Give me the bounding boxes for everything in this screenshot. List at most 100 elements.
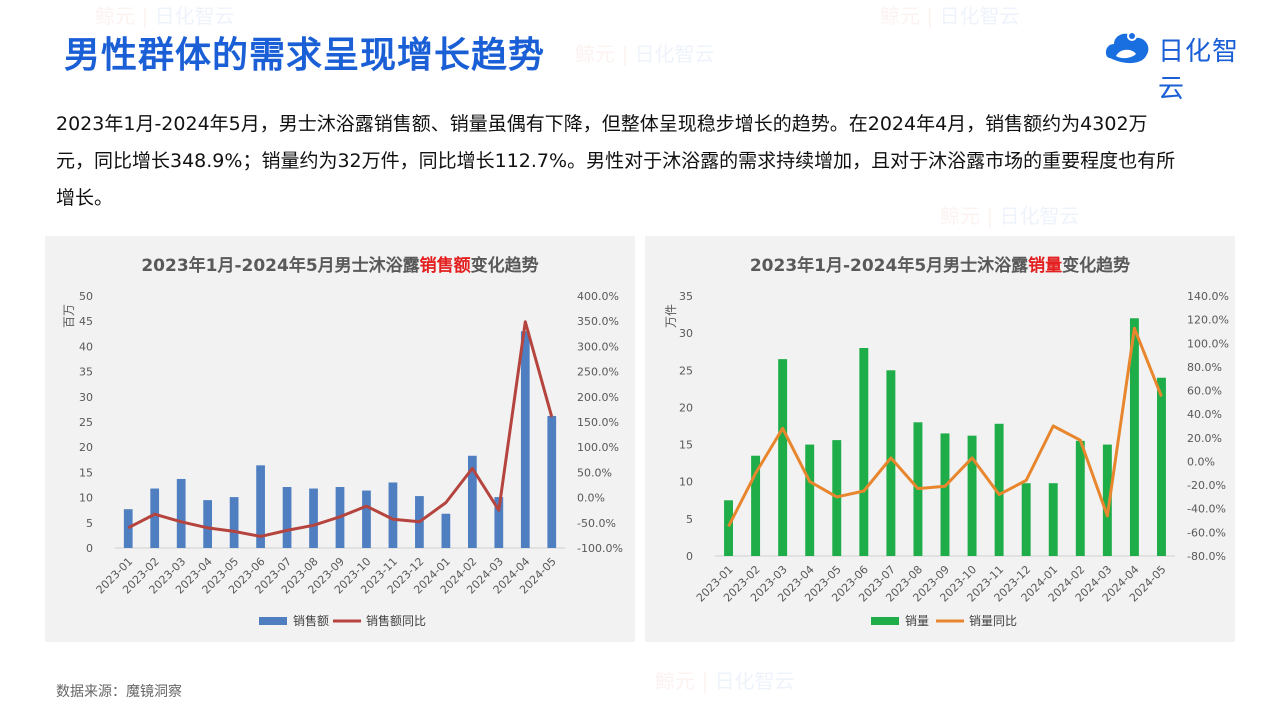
y2-tick-label: 400.0% (577, 290, 619, 303)
y-tick-label: 35 (79, 366, 93, 379)
y2-tick-label: 20.0% (1187, 432, 1222, 445)
bar (1075, 440, 1085, 556)
bar (859, 348, 869, 556)
y-tick-label: 5 (686, 513, 693, 526)
legend-label: 销量 (905, 614, 929, 628)
y-tick-label: 20 (79, 441, 93, 454)
bar (778, 359, 788, 556)
brand-logo: 日化智云 (1102, 22, 1252, 104)
bar (203, 500, 213, 548)
chart-title-part: 销量 (1028, 255, 1062, 276)
y2-tick-label: 250.0% (577, 366, 619, 379)
bar (1102, 444, 1112, 556)
sales-chart-panel: 2023年1月-2024年5月男士沐浴露销售额变化趋势百万 0 5 10 15 20 25 3… (45, 236, 635, 642)
y-tick-label: 25 (79, 416, 93, 429)
bar (441, 513, 451, 548)
watermark-text: 日化智云 (714, 669, 795, 693)
chart-title: 2023年1月-2024年5月男士沐浴露销售额变化趋势 (141, 255, 538, 276)
bar (150, 488, 160, 548)
y2-tick-label: 140.0% (1187, 290, 1229, 303)
y-tick-label: 0 (86, 542, 93, 555)
bar (1048, 483, 1058, 556)
volume-chart: 2023年1月-2024年5月男士沐浴露销量变化趋势万件051015202530… (664, 255, 1229, 628)
y2-tick-label: 40.0% (1187, 408, 1222, 421)
y2-tick-label: 350.0% (577, 315, 619, 328)
y2-tick-label: 60.0% (1187, 385, 1222, 398)
y-axis-label: 百万 (62, 304, 76, 328)
y-tick-label: 45 (79, 315, 93, 328)
y2-tick-label: -50.0% (577, 517, 616, 530)
bar (309, 488, 318, 548)
y2-tick-label: 80.0% (1187, 361, 1222, 374)
y2-tick-label: -60.0% (1187, 526, 1226, 539)
bar (388, 482, 398, 548)
bar (967, 435, 977, 556)
bar (994, 423, 1004, 556)
chart-title-part: 2023年1月-2024年5月男士沐浴露 (141, 255, 420, 276)
bar (805, 444, 815, 556)
y-tick-label: 30 (79, 391, 93, 404)
watermark-text: 鲸元 (95, 4, 135, 28)
bar (1157, 377, 1166, 556)
watermark-text: 鲸元 (575, 42, 615, 66)
y-tick-label: 5 (86, 517, 93, 530)
bar (547, 415, 557, 548)
y2-tick-label: 300.0% (577, 340, 619, 353)
watermark: 鲸元 | 日化智云 (95, 4, 235, 28)
bar (1129, 318, 1139, 556)
bar (886, 370, 896, 556)
bar (282, 487, 292, 548)
data-source-note: 数据来源：魔镜洞察 (56, 684, 182, 700)
page-title: 男性群体的需求呈现增长趋势 (64, 35, 546, 76)
y-tick-label: 25 (679, 364, 693, 377)
bar (362, 490, 371, 548)
yoy-line (727, 326, 1163, 528)
bar (751, 455, 761, 556)
y2-tick-label: 120.0% (1187, 314, 1229, 327)
yoy-line (127, 320, 554, 538)
chart-title-part: 2023年1月-2024年5月男士沐浴露 (750, 255, 1029, 276)
watermark: 鲸元 | 日化智云 (575, 42, 715, 66)
y2-tick-label: -100.0% (577, 542, 623, 555)
y-axis-label: 万件 (664, 304, 678, 328)
bar (176, 478, 186, 548)
legend-bar-swatch (871, 617, 899, 625)
y2-tick-label: 200.0% (577, 391, 619, 404)
bar (467, 455, 477, 548)
y-tick-label: 10 (679, 476, 693, 489)
y2-tick-label: -80.0% (1187, 550, 1226, 563)
y2-tick-label: -40.0% (1187, 503, 1226, 516)
y-tick-label: 15 (679, 439, 693, 452)
y-tick-label: 35 (679, 290, 693, 303)
watermark-text: 日化智云 (154, 4, 235, 28)
bar (520, 331, 530, 548)
y-tick-label: 0 (686, 550, 693, 563)
y-tick-label: 15 (79, 466, 93, 479)
y-tick-label: 30 (679, 327, 693, 340)
y-tick-label: 50 (79, 290, 93, 303)
chart-title: 2023年1月-2024年5月男士沐浴露销量变化趋势 (750, 255, 1130, 276)
bar (229, 497, 239, 548)
watermark: 鲸元 | 日化智云 (880, 4, 1020, 28)
bar (494, 497, 504, 548)
bar (123, 509, 133, 548)
chart-title-part: 销售额 (420, 255, 471, 276)
watermark-text: 日化智云 (634, 42, 715, 66)
volume-chart-panel: 2023年1月-2024年5月男士沐浴露销量变化趋势 万件 0 5 10 15 20 25 30… (645, 236, 1235, 642)
y2-tick-label: 0.0% (1187, 455, 1215, 468)
chart-title-part: 变化趋势 (471, 255, 539, 276)
y2-tick-label: 50.0% (577, 466, 612, 479)
bar (1021, 483, 1031, 556)
bar (256, 465, 265, 548)
legend-bar-swatch (259, 617, 287, 625)
y-tick-label: 10 (79, 492, 93, 505)
y-tick-label: 40 (79, 340, 93, 353)
legend-label: 销售额同比 (366, 613, 426, 628)
y2-tick-label: 100.0% (1187, 337, 1229, 350)
watermark-text: 日化智云 (939, 4, 1020, 28)
watermark: 鲸元 | 日化智云 (655, 669, 795, 693)
y2-tick-label: 100.0% (577, 441, 619, 454)
y2-tick-label: 0.0% (577, 492, 605, 505)
y2-tick-label: 150.0% (577, 416, 619, 429)
